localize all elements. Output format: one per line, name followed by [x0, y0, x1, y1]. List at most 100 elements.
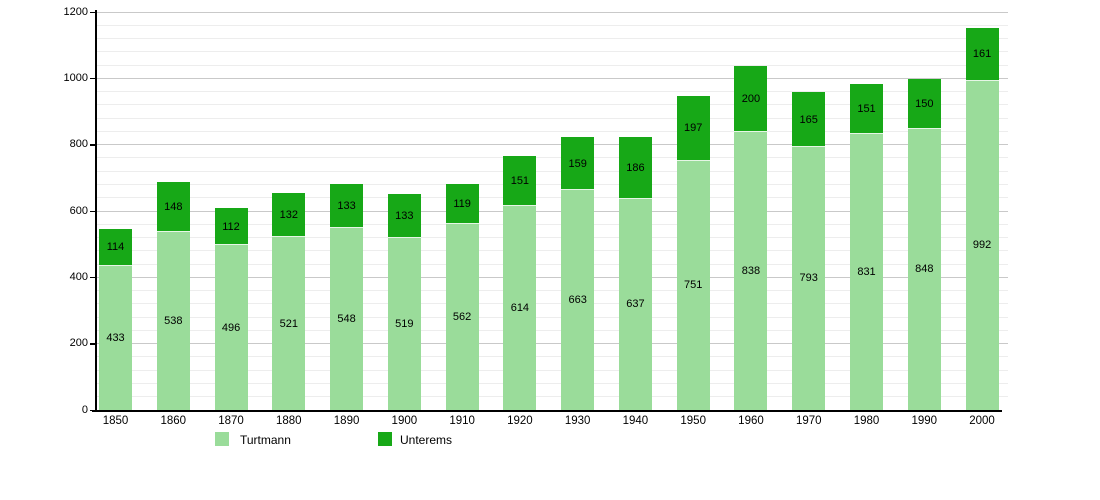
bar-value-label-unterems: 119	[453, 197, 471, 210]
legend-swatch-unterems	[378, 432, 392, 446]
bar-segment-turtmann	[214, 245, 248, 410]
bar-value-label-unterems: 197	[684, 122, 703, 135]
bar-segment-unterems	[792, 92, 826, 147]
bar-value-label-turtmann: 614	[510, 302, 530, 315]
minor-gridline	[96, 382, 1008, 384]
minor-gridline	[96, 369, 1008, 371]
bar-segment-unterems	[503, 156, 537, 207]
x-axis-tick-label: 2000	[969, 415, 995, 427]
bar-value-label-unterems: 114	[106, 241, 125, 254]
minor-gridline	[96, 157, 1008, 159]
x-axis-tick-label: 1950	[680, 415, 706, 427]
bar-value-label-turtmann: 519	[395, 317, 414, 330]
minor-gridline	[96, 356, 1008, 358]
bar-segment-turtmann	[272, 237, 306, 410]
y-axis-tick	[90, 210, 96, 212]
bar-segment-unterems	[330, 184, 364, 229]
x-axis-tick-label: 1960	[738, 415, 764, 427]
x-axis-tick-label: 1890	[333, 415, 360, 427]
bar-value-label-unterems: 112	[222, 220, 240, 233]
y-axis-tick	[90, 343, 96, 345]
minor-gridline	[96, 130, 1008, 132]
legend-label-turtmann: Turtmann	[240, 433, 291, 447]
minor-gridline	[96, 396, 1008, 398]
minor-gridline	[96, 223, 1008, 225]
bar-segment-unterems	[387, 193, 421, 238]
bar-value-label-turtmann: 793	[799, 272, 818, 285]
bar-segment-turtmann	[445, 223, 479, 410]
bar-segment-turtmann	[156, 231, 190, 410]
minor-gridline	[96, 51, 1008, 53]
bar-segment-turtmann	[387, 237, 421, 410]
y-axis-tick-label: 1200	[63, 5, 88, 18]
bar-value-label-unterems: 132	[279, 209, 298, 222]
minor-gridline	[96, 316, 1008, 318]
bar-segment-unterems	[965, 27, 999, 81]
bar-segment-turtmann	[561, 190, 595, 410]
x-axis-tick-label: 1970	[795, 415, 822, 427]
bar-segment-turtmann	[734, 132, 768, 410]
bar-value-label-unterems: 151	[510, 175, 530, 188]
minor-gridline	[96, 170, 1008, 172]
bar-segment-unterems	[850, 84, 883, 135]
y-axis-tick	[90, 276, 96, 279]
bar-segment-unterems	[907, 78, 941, 129]
major-gridline	[96, 77, 1008, 79]
bar-segment-turtmann	[99, 266, 132, 410]
x-axis-tick-label: 1920	[507, 415, 533, 427]
bar-value-label-unterems: 133	[337, 200, 356, 213]
bar-segment-unterems	[445, 184, 479, 224]
y-axis-tick	[90, 77, 96, 80]
bar-value-label-unterems: 200	[741, 92, 761, 105]
x-axis-tick-label: 1850	[102, 415, 129, 427]
x-axis-tick-label: 1990	[911, 415, 938, 427]
bar-segment-turtmann	[503, 206, 537, 410]
bar-value-label-unterems: 148	[164, 201, 183, 214]
bar-segment-turtmann	[792, 146, 826, 410]
y-axis-tick	[90, 409, 96, 411]
bar-value-label-turtmann: 562	[452, 310, 472, 323]
minor-gridline	[96, 104, 1008, 106]
bar-value-label-turtmann: 521	[279, 317, 298, 330]
bar-segment-unterems	[618, 137, 652, 199]
y-axis-tick-label: 1000	[63, 71, 88, 84]
legend-swatch-turtmann	[215, 432, 229, 446]
bar-value-label-unterems: 186	[626, 161, 645, 174]
bar-segment-unterems	[734, 65, 768, 133]
x-axis-tick-label: 1880	[276, 415, 302, 427]
bar-value-label-turtmann: 496	[221, 321, 241, 334]
minor-gridline	[96, 250, 1008, 252]
bar-segment-turtmann	[907, 128, 941, 410]
minor-gridline	[96, 38, 1008, 40]
bar-value-label-turtmann: 751	[684, 279, 703, 292]
major-gridline	[96, 210, 1008, 212]
x-axis-tick-label: 1980	[853, 415, 880, 427]
minor-gridline	[96, 263, 1008, 265]
x-axis-tick-label: 1900	[391, 415, 418, 427]
x-axis-tick-label: 1860	[160, 415, 187, 427]
bar-segment-unterems	[676, 95, 710, 161]
bar-segment-unterems	[156, 182, 190, 232]
legend-label-unterems: Unterems	[400, 433, 453, 447]
y-axis-tick-label: 400	[69, 270, 88, 283]
bar-segment-unterems	[561, 137, 595, 191]
bar-value-label-turtmann: 637	[626, 298, 645, 311]
bar-value-label-unterems: 151	[857, 103, 876, 116]
minor-gridline	[96, 197, 1008, 199]
x-axis-tick-label: 1870	[218, 415, 244, 427]
bar-value-label-unterems: 150	[915, 97, 934, 110]
minor-gridline	[96, 303, 1008, 305]
bar-segment-unterems	[272, 193, 306, 238]
minor-gridline	[96, 237, 1008, 239]
y-axis-tick	[90, 144, 96, 146]
bar-value-label-turtmann: 433	[106, 332, 125, 345]
minor-gridline	[96, 329, 1008, 331]
y-axis-tick-label: 600	[69, 204, 88, 217]
bar-value-label-turtmann: 663	[568, 294, 587, 307]
major-gridline	[96, 276, 1008, 278]
minor-gridline	[96, 290, 1008, 292]
bar-segment-unterems	[99, 228, 132, 267]
bar-segment-turtmann	[676, 160, 710, 410]
